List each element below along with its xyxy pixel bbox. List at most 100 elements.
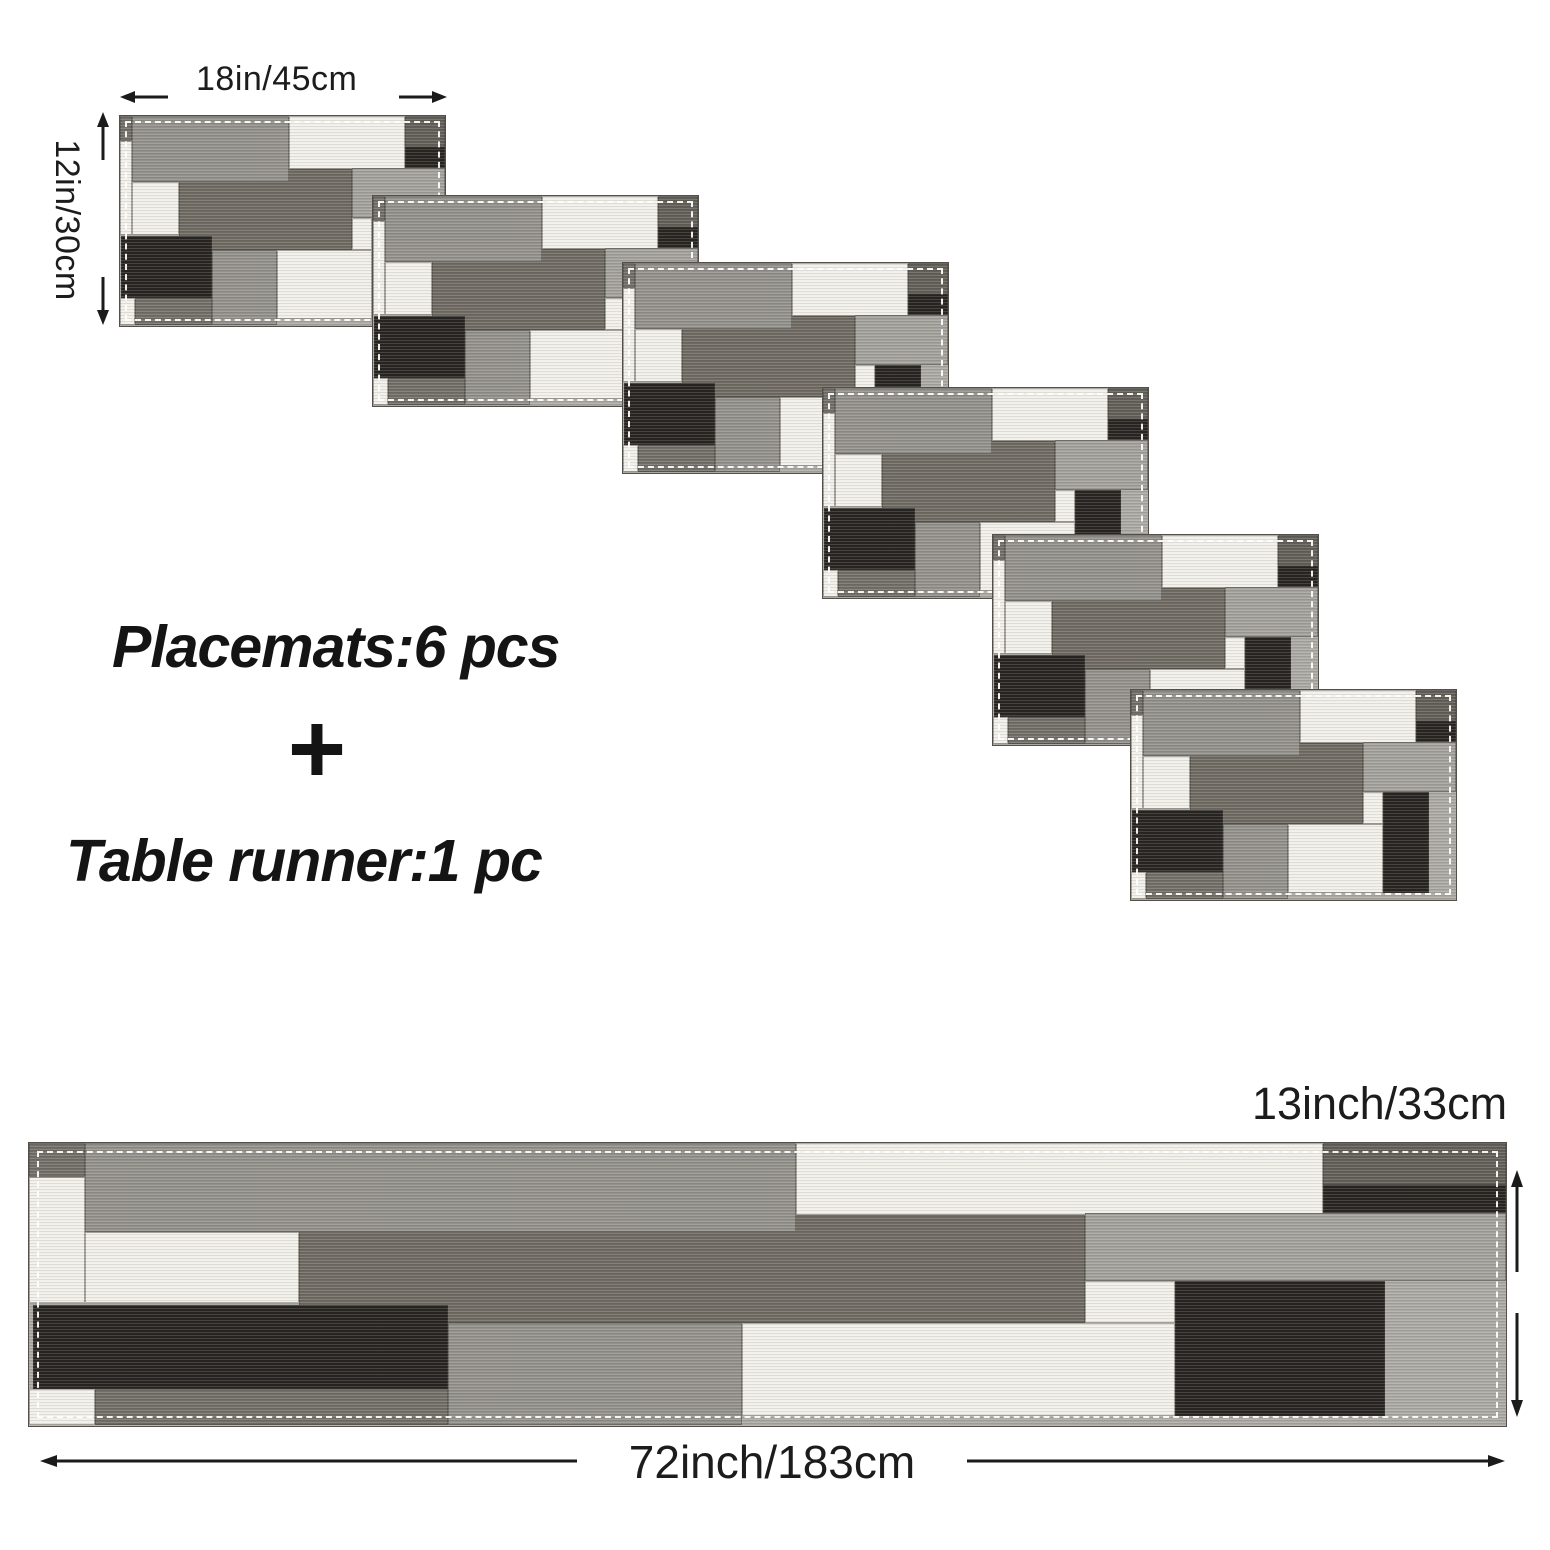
patch-top-left-dark-corner <box>1131 690 1144 716</box>
patch-top-right-darkgray <box>1277 535 1318 567</box>
patch-bottom-left-white <box>623 445 638 473</box>
patch-top-left-dark-corner <box>993 535 1006 561</box>
patch-top-white-band <box>541 196 658 250</box>
patch-bottom-left-black <box>1131 810 1224 873</box>
runner-height-label: 13inch/33cm <box>1252 1078 1508 1129</box>
patch-bottom-darkgray-band <box>387 378 466 406</box>
runner-height-arrow-down-icon <box>1511 1313 1523 1417</box>
patch-bottom-left-white <box>120 298 135 326</box>
patch-bottom-darkgray-band <box>1007 717 1086 745</box>
patch-bottom-white-rect <box>742 1322 1176 1417</box>
patch-white-notch <box>1225 637 1246 669</box>
patch-bottom-mid-gray <box>212 249 277 326</box>
patch-left-white-column <box>1131 715 1144 809</box>
patch-mid-left-white-band <box>85 1231 300 1303</box>
patch-top-left-dark-corner <box>623 263 636 289</box>
patch-bottom-darkgray-band <box>134 298 213 326</box>
patch-top-right-darkgray <box>1107 388 1148 420</box>
patch-bottom-darkgray-band <box>637 445 716 473</box>
patch-bottom-left-black <box>120 236 213 299</box>
runner-height-arrow-up-icon <box>1511 1170 1523 1272</box>
patch-top-right-darkgray <box>657 196 698 228</box>
patch-top-gray-rect <box>635 263 792 329</box>
patch-bottom-right-black <box>1175 1281 1385 1417</box>
patch-bottom-left-white <box>29 1388 96 1425</box>
dimension-arrow-right-icon <box>399 91 447 103</box>
patch-mid-left-white-band <box>835 453 883 507</box>
patch-bottom-left-white <box>823 570 838 598</box>
patch-bottom-left-black <box>33 1304 449 1389</box>
patch-bottom-mid-gray <box>465 329 530 406</box>
patch-top-right-black <box>1322 1184 1506 1213</box>
patch-top-right-darkgray <box>404 116 445 148</box>
patch-bottom-darkgray-band <box>95 1388 449 1425</box>
patch-top-right-darkgray <box>1322 1143 1506 1185</box>
patch-right-gray-band <box>855 314 948 366</box>
table-runner-count-label: Table runner:1 pc <box>66 828 543 894</box>
patch-bottom-darkgray-band <box>837 570 916 598</box>
patch-right-gray-band <box>1055 439 1148 491</box>
patch-mid-left-white-band <box>1143 755 1191 809</box>
dimension-arrow-down-icon <box>97 277 109 325</box>
patch-mid-left-white-band <box>385 261 433 315</box>
patch-white-notch <box>1085 1281 1176 1323</box>
patch-white-notch <box>1363 792 1384 824</box>
placemat-width-label: 18in/45cm <box>196 60 358 98</box>
patch-left-white-column <box>993 560 1006 654</box>
patch-right-gray-band <box>1363 741 1456 793</box>
patch-top-white-band <box>288 116 405 170</box>
patch-white-notch <box>1055 490 1076 522</box>
patch-mid-left-white-band <box>132 181 180 235</box>
placemat-6 <box>1130 689 1457 901</box>
patch-top-left-dark-corner <box>823 388 836 414</box>
patch-top-right-darkgray <box>1415 690 1456 722</box>
patch-top-gray-rect <box>1143 690 1300 756</box>
patch-bottom-left-black <box>823 508 916 571</box>
patch-bottom-left-white <box>373 378 388 406</box>
patch-left-white-column <box>623 288 636 382</box>
patch-left-white-column <box>29 1176 86 1303</box>
patch-left-white-column <box>373 221 386 315</box>
runner-length-arrow-left-icon <box>40 1455 577 1467</box>
patch-bottom-left-black <box>993 655 1086 718</box>
patch-white-notch <box>352 218 373 250</box>
patch-bottom-darkgray-band <box>1145 872 1224 900</box>
patch-top-right-black <box>404 147 445 168</box>
patch-top-left-dark-corner <box>373 196 386 222</box>
patch-top-white-band <box>1299 690 1416 744</box>
plus-sign: + <box>287 693 347 805</box>
patch-top-white-band <box>791 263 908 317</box>
patch-bottom-white-rect <box>529 329 626 399</box>
patch-right-gray-band <box>1225 586 1318 638</box>
patch-left-white-column <box>120 141 133 235</box>
runner-length-label: 72inch/183cm <box>628 1436 916 1488</box>
patch-top-white-band <box>1161 535 1278 589</box>
patch-bottom-white-rect <box>276 249 373 319</box>
patch-top-right-black <box>1277 566 1318 587</box>
patch-top-left-dark-corner <box>120 116 133 142</box>
patch-top-right-black <box>1415 721 1456 742</box>
patch-top-gray-rect <box>835 388 992 454</box>
patch-top-right-black <box>657 227 698 248</box>
placemat-height-label: 12in/30cm <box>47 139 86 301</box>
patch-bottom-left-black <box>373 316 466 379</box>
patch-bottom-left-white <box>993 717 1008 745</box>
runner-length-arrow-right-icon <box>967 1455 1505 1467</box>
patch-bottom-mid-gray <box>915 521 980 598</box>
patch-top-right-black <box>1107 419 1148 440</box>
patch-bottom-left-white <box>1131 872 1146 900</box>
patch-top-right-darkgray <box>907 263 948 295</box>
patch-bottom-mid-gray <box>715 396 780 473</box>
patch-top-white-band <box>795 1143 1323 1215</box>
patch-bottom-mid-gray <box>448 1322 743 1425</box>
patch-bottom-left-black <box>623 383 716 446</box>
patch-top-gray-rect <box>132 116 289 182</box>
placemats-count-label: Placemats:6 pcs <box>112 614 560 680</box>
patch-bottom-white-rect <box>1287 823 1384 893</box>
patch-top-left-dark-corner <box>29 1143 86 1177</box>
patch-bottom-mid-gray <box>1223 823 1288 900</box>
dimension-arrow-left-icon <box>120 91 168 103</box>
patch-left-white-column <box>823 413 836 507</box>
patch-top-gray-rect <box>85 1143 796 1232</box>
